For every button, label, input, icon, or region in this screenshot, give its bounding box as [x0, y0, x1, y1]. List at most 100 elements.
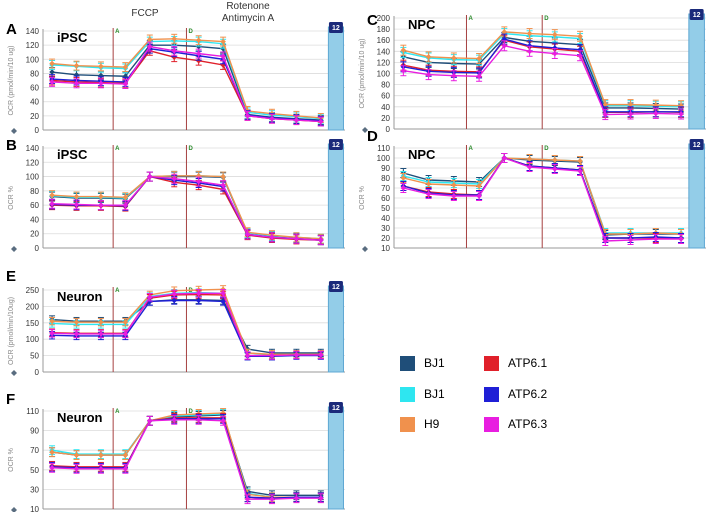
data-point	[451, 182, 457, 188]
series-line	[52, 47, 321, 122]
y-tick-label: 50	[381, 204, 390, 213]
y-tick-label: 20	[30, 230, 39, 239]
data-point	[122, 202, 129, 208]
data-point	[400, 47, 407, 53]
data-point	[146, 173, 153, 180]
data-point	[171, 175, 178, 182]
y-tick-label: 110	[26, 407, 39, 416]
diamond-marker-icon	[362, 127, 368, 133]
data-point	[220, 38, 226, 45]
data-point	[526, 164, 533, 170]
panel-letter-d: D	[367, 128, 378, 145]
data-point	[400, 185, 407, 191]
data-point	[146, 36, 153, 43]
panel-letter-e: E	[6, 268, 17, 285]
data-point	[244, 352, 251, 359]
data-point	[451, 55, 457, 61]
end-badge-label: 12	[332, 405, 340, 412]
series-line	[51, 38, 321, 119]
end-region-box	[327, 285, 344, 373]
data-point	[73, 452, 80, 458]
legend-swatch	[484, 386, 499, 402]
series-line	[52, 175, 321, 241]
data-point	[425, 181, 432, 187]
data-point	[501, 42, 508, 49]
legend-swatch	[484, 416, 499, 432]
end-badge	[689, 9, 704, 20]
data-point	[49, 192, 55, 198]
y-tick-label: 90	[381, 164, 390, 173]
y-tick-label: 120	[377, 58, 391, 67]
end-region-box	[327, 143, 344, 249]
y-tick-label: 90	[30, 427, 39, 436]
y-tick-label: 60	[381, 92, 390, 101]
data-point	[501, 29, 508, 35]
data-point	[627, 111, 634, 117]
chart-panel-f: 10 30 50 70 90 110 OCR % 12 A D Neuron	[8, 402, 345, 512]
series-line	[403, 38, 682, 113]
data-point	[678, 111, 684, 117]
data-point	[146, 294, 153, 301]
data-point	[195, 178, 202, 185]
y-tick-label: 30	[30, 485, 39, 494]
legend-swatch	[400, 386, 415, 402]
series-line	[403, 157, 682, 239]
y-tick-label: 120	[26, 158, 40, 167]
end-badge	[328, 22, 343, 33]
y-tick-label: 100	[377, 70, 391, 79]
y-tick-label: 60	[30, 201, 39, 210]
data-point	[451, 193, 457, 199]
legend-item: ATP6.1	[484, 354, 547, 372]
y-tick-label: 100	[26, 173, 40, 182]
y-tick-label: 80	[381, 174, 390, 183]
data-point	[73, 80, 80, 87]
series-3	[49, 33, 324, 123]
data-point	[293, 117, 300, 123]
data-point	[171, 35, 178, 42]
end-region-box	[327, 26, 344, 131]
legend-label: H9	[424, 417, 440, 431]
data-point	[49, 465, 55, 471]
injection-label: D	[188, 288, 193, 294]
data-point	[318, 495, 324, 502]
y-axis-label: OCR %	[8, 186, 15, 210]
data-point	[425, 191, 432, 197]
data-point	[73, 319, 80, 325]
data-point	[602, 111, 609, 118]
data-point	[220, 418, 226, 424]
y-tick-label: 80	[30, 187, 39, 196]
legend-swatch	[484, 355, 499, 371]
panel-title: NPC	[408, 147, 436, 162]
legend-swatch	[400, 355, 415, 371]
panel-letter-c: C	[367, 12, 378, 29]
data-point	[577, 158, 583, 164]
data-point	[476, 183, 482, 189]
series-line	[52, 40, 321, 120]
y-axis-label: OCR %	[359, 186, 366, 210]
y-tick-label: 0	[35, 244, 40, 253]
y-tick-label: 20	[30, 112, 39, 121]
data-point	[98, 452, 104, 458]
diamond-marker-icon	[11, 128, 17, 134]
diamond-marker-icon	[362, 246, 368, 252]
rotenone-label: Rotenone	[226, 1, 270, 12]
legend-swatch	[400, 416, 415, 432]
data-point	[49, 79, 55, 85]
data-point	[98, 193, 104, 200]
data-point	[49, 330, 55, 337]
legend-item: ATP6.2	[484, 385, 547, 403]
data-point	[122, 64, 129, 70]
series-6	[49, 414, 324, 505]
y-tick-label: 250	[26, 286, 40, 295]
end-badge-label: 12	[332, 284, 340, 291]
fccp-label: FCCP	[131, 8, 159, 19]
chart-panel-e: 0 50 100 150 200 250 OCR (pmol/min/10ug) 12 A D Ne…	[8, 281, 345, 377]
data-point	[652, 110, 659, 117]
end-badge	[689, 139, 704, 150]
data-point	[49, 60, 55, 67]
y-tick-label: 70	[30, 446, 39, 455]
data-point	[476, 193, 482, 199]
series-line	[51, 412, 321, 498]
end-region-box	[688, 13, 705, 130]
